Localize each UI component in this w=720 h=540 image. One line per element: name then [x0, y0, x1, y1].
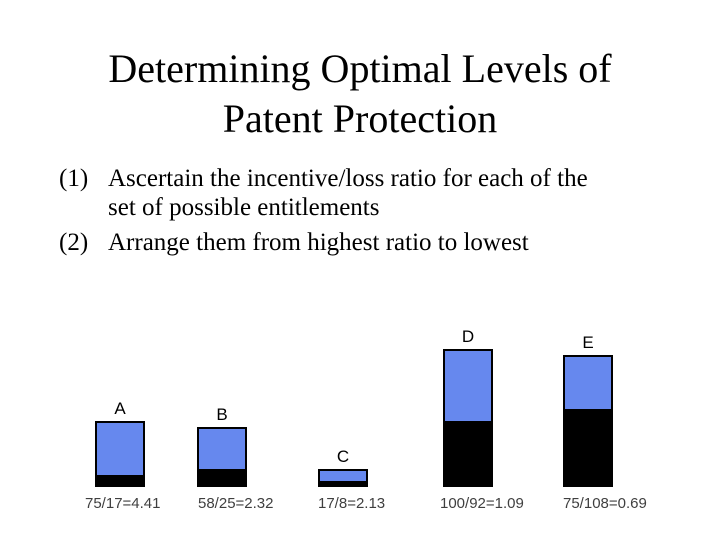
numbered-list: (1) Ascertain the incentive/loss ratio f… [0, 164, 679, 257]
bar-C-incentive-segment [320, 471, 366, 481]
bar-C-loss-segment [320, 481, 366, 485]
item-2-number: (2) [59, 229, 89, 256]
bar-B-letter-label: B [216, 405, 228, 424]
bar-C-letter-label: C [336, 447, 350, 466]
bar-D-loss-segment [445, 421, 491, 485]
bar-A-incentive-segment [97, 423, 143, 475]
bar-B-ratio-label: 58/25=2.32 [198, 495, 274, 512]
bar-A-ratio-label: 75/17=4.41 [85, 495, 161, 512]
title-line-1: Determining Optimal Levels of [108, 46, 612, 91]
bar-E-loss-segment [565, 409, 611, 485]
bar-B-incentive-segment [199, 429, 245, 469]
bar-D [443, 349, 493, 487]
bar-B-loss-segment [199, 469, 245, 485]
title-line-2: Patent Protection [222, 96, 498, 141]
bar-B [197, 427, 247, 487]
slide-title: Determining Optimal Levels of Patent Prot… [0, 0, 720, 144]
list-item-1: (1) Ascertain the incentive/loss ratio f… [59, 164, 679, 222]
bar-A-loss-segment [97, 475, 143, 485]
item-1-text: Ascertain the incentive/loss ratio for e… [108, 165, 588, 221]
item-2-text: Arrange them from highest ratio to lowes… [108, 229, 529, 256]
bar-A [95, 421, 145, 487]
list-item-2: (2) Arrange them from highest ratio to l… [59, 228, 679, 257]
bar-A-letter-label: A [114, 399, 126, 418]
bar-E-ratio-label: 75/108=0.69 [563, 495, 647, 512]
bar-D-incentive-segment [445, 351, 491, 421]
item-1-number: (1) [59, 165, 89, 192]
bar-D-letter-label: D [461, 327, 475, 346]
bar-C-ratio-label: 17/8=2.13 [318, 495, 386, 512]
bar-C [318, 469, 368, 487]
bar-E-letter-label: E [582, 333, 594, 352]
bar-E [563, 355, 613, 487]
bar-D-ratio-label: 100/92=1.09 [440, 495, 524, 512]
bar-E-incentive-segment [565, 357, 611, 409]
